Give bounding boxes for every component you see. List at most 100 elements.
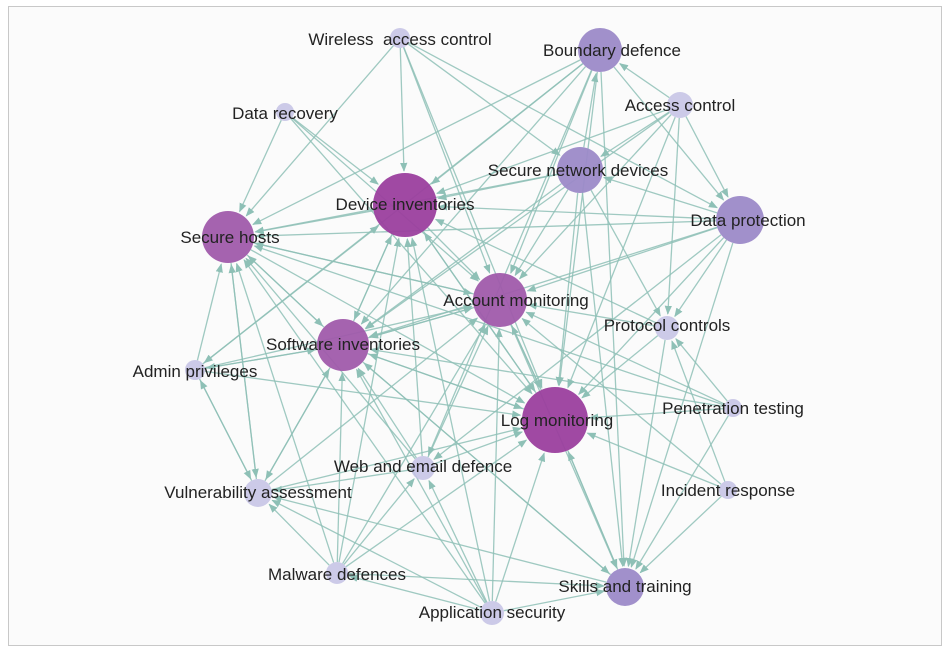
node-admin — [185, 360, 205, 380]
edge-malware-software — [336, 372, 346, 563]
edge-incident-account — [521, 317, 722, 485]
edges-layer — [196, 42, 734, 612]
edge-protocol-skills — [626, 339, 666, 568]
edge-access-software — [365, 112, 670, 330]
node-boundary — [578, 28, 622, 72]
edge-appsec-skills — [503, 589, 606, 612]
node-incident — [719, 481, 737, 499]
node-recovery — [276, 103, 294, 121]
node-pentest — [724, 399, 742, 417]
edge-web-device — [404, 238, 423, 457]
node-label-securenet: Secure network devices — [488, 161, 668, 180]
edge-device-hosts — [254, 210, 374, 235]
node-label-access: Access control — [625, 96, 736, 115]
node-software — [317, 319, 369, 371]
node-label-log: Log monitoring — [501, 411, 613, 430]
edge-appsec-hosts — [243, 259, 486, 604]
edge-wireless-account — [402, 47, 491, 274]
edge-dataprot-web — [433, 234, 722, 460]
edge-securenet-software — [364, 183, 562, 329]
edge-vuln-account — [268, 317, 479, 485]
node-label-software: Software inventories — [266, 335, 420, 354]
edge-recovery-log — [290, 118, 533, 395]
edge-access-log — [567, 116, 676, 389]
edge-protocol-log — [581, 335, 659, 399]
edge-securenet-skills — [581, 192, 626, 568]
edge-appsec-device — [410, 237, 491, 602]
edge-admin-software — [204, 347, 317, 369]
edge-skills-log — [567, 451, 619, 570]
edge-software-device — [352, 235, 392, 322]
edge-recovery-hosts — [239, 119, 282, 213]
edge-malware-hosts — [235, 262, 335, 563]
edge-dataprot-securenet — [602, 176, 718, 214]
edge-appsec-vuln — [271, 499, 482, 609]
edge-access-device — [436, 108, 669, 195]
edge-dataprot-account — [526, 226, 718, 292]
node-label-dataprot: Data protection — [690, 211, 805, 230]
node-vuln — [244, 479, 272, 507]
edge-incident-protocol — [671, 340, 726, 482]
edge-wireless-dataprot — [408, 42, 718, 209]
edge-account-hosts — [254, 241, 474, 295]
edge-skills-software — [363, 362, 612, 576]
edge-web-account — [427, 325, 489, 458]
node-label-vuln: Vulnerability assessment — [164, 483, 352, 502]
edge-wireless-hosts — [245, 45, 394, 217]
edge-pentest-software — [369, 347, 725, 408]
node-wireless — [390, 28, 410, 48]
edge-malware-vuln — [268, 503, 330, 566]
edge-incident-skills — [639, 495, 722, 574]
edge-access-protocol — [664, 117, 680, 315]
edge-dataprot-software — [368, 226, 718, 338]
edge-log-software — [368, 353, 525, 410]
edge-web-log — [434, 431, 523, 465]
edge-securenet-boundary — [583, 72, 599, 148]
node-label-boundary: Boundary defence — [543, 41, 681, 60]
edge-web-vuln — [272, 469, 412, 493]
edge-vuln-admin — [199, 379, 253, 481]
edge-pentest-hosts — [253, 245, 725, 406]
edge-boundary-log — [556, 71, 598, 387]
edge-admin-device — [202, 225, 379, 365]
edge-boundary-software — [360, 66, 587, 325]
node-account — [473, 273, 527, 327]
edge-access-dataprot — [685, 116, 729, 198]
node-label-device: Device inventories — [336, 195, 475, 214]
node-securenet — [557, 147, 603, 193]
edge-securenet-protocol — [590, 189, 661, 317]
edge-access-boundary — [619, 63, 670, 99]
node-label-protocol: Protocol controls — [604, 316, 731, 335]
edge-recovery-device — [291, 116, 379, 185]
node-label-pentest: Penetration testing — [662, 399, 804, 418]
edge-appsec-web — [428, 479, 488, 603]
edge-malware-account — [342, 324, 486, 564]
edge-boundary-hosts — [252, 59, 581, 226]
edge-vuln-log — [271, 426, 522, 491]
edge-appsec-software — [356, 368, 487, 603]
edge-vuln-software — [264, 368, 330, 482]
edge-malware-web — [343, 478, 415, 565]
node-label-incident: Incident response — [661, 481, 795, 500]
node-hosts — [202, 211, 254, 263]
node-web — [411, 456, 435, 480]
edge-log-account — [511, 325, 542, 391]
edge-pentest-skills — [635, 415, 729, 570]
edge-software-account — [367, 306, 473, 339]
edge-pentest-log — [589, 407, 725, 421]
node-skills — [606, 568, 644, 606]
edge-web-software — [357, 367, 418, 459]
edge-protocol-account — [527, 302, 656, 327]
edge-dataprot-skills — [630, 242, 734, 568]
edge-vuln-hosts — [228, 263, 258, 480]
edge-admin-log — [204, 370, 522, 418]
edge-appsec-malware — [348, 574, 481, 611]
nodes-layer — [185, 28, 764, 625]
node-label-wireless: Wireless access control — [308, 30, 491, 49]
edge-admin-hosts — [196, 263, 223, 361]
node-label-recovery: Data recovery — [232, 104, 338, 123]
edge-dataprot-device — [438, 203, 717, 220]
edge-boundary-web — [427, 70, 593, 456]
edge-protocol-device — [434, 218, 657, 324]
